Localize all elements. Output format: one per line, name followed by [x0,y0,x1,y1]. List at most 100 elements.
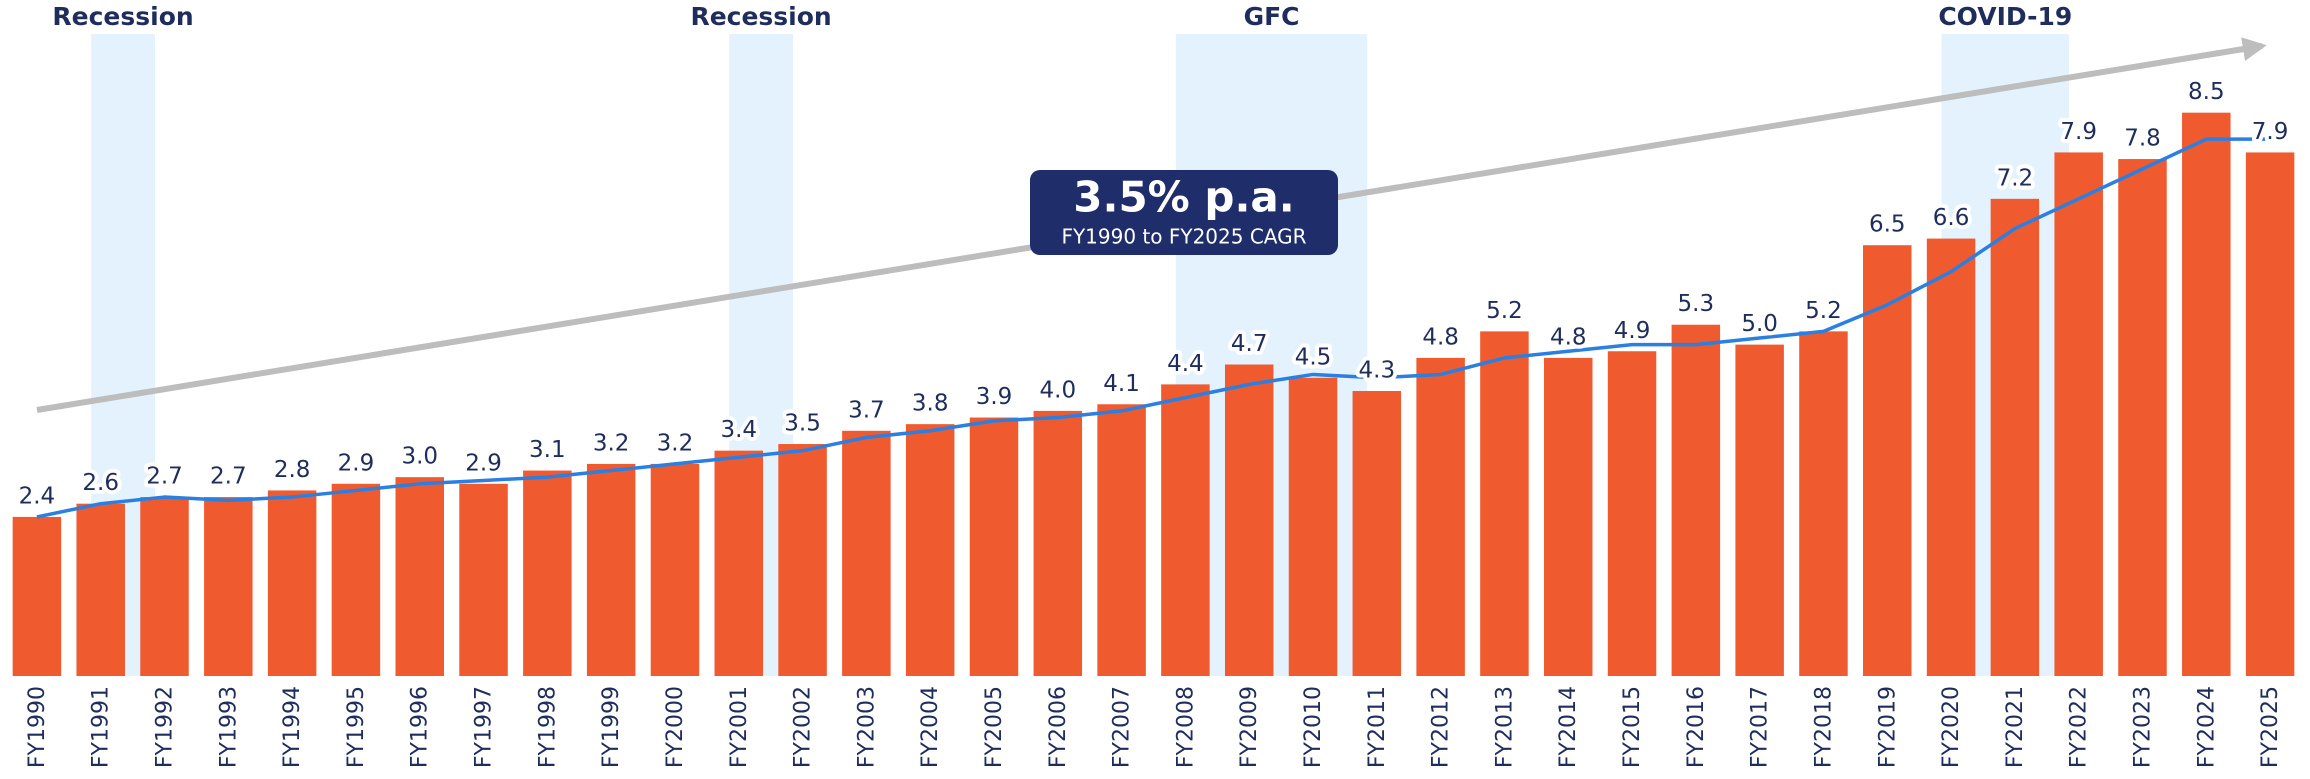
data-label: 3.0 [401,444,438,470]
x-tick-label: FY1994 [280,686,305,768]
x-tick-label: FY1996 [408,686,433,768]
bar [586,463,636,676]
data-label: 3.2 [593,430,630,456]
bar [842,430,891,676]
data-label: 2.8 [274,457,311,483]
bar [459,483,508,676]
data-label: 2.4 [19,483,56,509]
x-tick-label: FY2018 [1811,686,1836,768]
x-tick-label: FY1997 [472,686,497,768]
data-label: 4.1 [1103,371,1140,397]
x-tick-label: FY2013 [1492,686,1517,768]
data-label: 2.7 [210,464,247,490]
bar [1926,238,1976,676]
data-label: 6.5 [1869,212,1906,238]
bar [204,497,253,676]
bar [778,444,827,676]
bar [1033,410,1083,676]
data-label: 4.8 [1422,324,1459,350]
x-tick-label: FY1993 [216,686,241,768]
data-label: 4.5 [1295,344,1332,370]
bar [1224,364,1274,676]
data-label: 2.6 [82,470,119,496]
x-tick-label: FY2002 [791,686,816,768]
x-tick-label: FY2005 [982,686,1007,768]
bar [140,497,189,676]
bar [523,470,572,676]
x-tick-label: FY2017 [1748,686,1773,768]
bar [714,450,764,676]
x-tick-label: FY2015 [1620,686,1645,768]
x-tick-label: FY2009 [1237,686,1262,768]
data-label: 4.9 [1614,318,1651,344]
bar [331,483,381,676]
x-tick-label: FY2008 [1173,686,1198,768]
x-tick-label: FY2021 [2003,686,2028,768]
data-label: 7.2 [1997,165,2034,191]
x-tick-label: FY2001 [727,686,752,768]
bar [1352,391,1402,676]
x-tick-label: FY2006 [1046,686,1071,768]
bar [1416,357,1465,676]
shaded-period-label: GFC [1244,2,1300,31]
bar [1543,357,1593,676]
bar [1799,331,1848,676]
bar [2054,152,2103,676]
x-tick-label: FY2014 [1556,686,1581,768]
x-tick-label: FY2024 [2194,686,2219,768]
bar [969,417,1019,676]
shaded-period-label: COVID-19 [1938,2,2072,31]
bar [1863,245,1912,676]
data-label: 7.9 [2252,119,2289,145]
x-tick-label: FY2004 [918,686,943,768]
bar [650,463,700,676]
x-tick-label: FY1992 [153,686,178,768]
x-tick-label: FY2000 [663,686,688,768]
x-tick-label: FY1991 [89,686,114,768]
x-tick-label: FY2012 [1429,686,1454,768]
data-label: 4.8 [1550,324,1587,350]
data-label: 4.7 [1231,331,1268,357]
data-label: 3.8 [912,391,949,417]
bar [1735,344,1784,676]
bar [1288,377,1338,676]
data-label: 5.3 [1678,291,1715,317]
bar [1607,351,1657,676]
callout: 3.5% p.a. FY1990 to FY2025 CAGR [1030,170,1338,255]
bar [12,516,62,676]
bar [76,503,125,676]
bar [2118,159,2167,676]
shaded-period-label: Recession [52,2,193,31]
data-label: 7.8 [2124,126,2161,152]
x-tick-label: FY2016 [1684,686,1709,768]
data-label: 4.4 [1167,351,1204,377]
x-tick-label: FY2025 [2258,686,2283,768]
data-label: 4.3 [1359,358,1396,384]
x-tick-label: FY1995 [344,686,369,768]
data-label: 8.5 [2188,79,2225,105]
x-tick-label: FY2010 [1301,686,1326,768]
x-tick-label: FY2022 [2067,686,2092,768]
x-tick-label: FY2007 [1110,686,1135,768]
bar [905,424,955,676]
shaded-period-label: Recession [690,2,831,31]
bar [1097,404,1146,676]
data-label: 4.0 [1040,377,1077,403]
x-tick-label: FY2019 [1875,686,1900,768]
data-label: 3.7 [848,397,885,423]
x-tick-label: FY1990 [25,686,50,768]
callout-title: 3.5% p.a. [1073,173,1294,222]
data-label: 5.0 [1741,311,1778,337]
x-tick-label: FY1999 [599,686,624,768]
bar [1161,384,1210,676]
data-label: 3.2 [657,430,694,456]
data-label: 7.9 [2060,119,2097,145]
data-label: 5.2 [1805,298,1842,324]
bar [395,477,444,676]
bar [1480,331,1529,676]
data-label: 2.9 [465,450,502,476]
bar [2245,152,2295,676]
trend-line [36,137,2271,519]
data-label: 5.2 [1486,298,1523,324]
